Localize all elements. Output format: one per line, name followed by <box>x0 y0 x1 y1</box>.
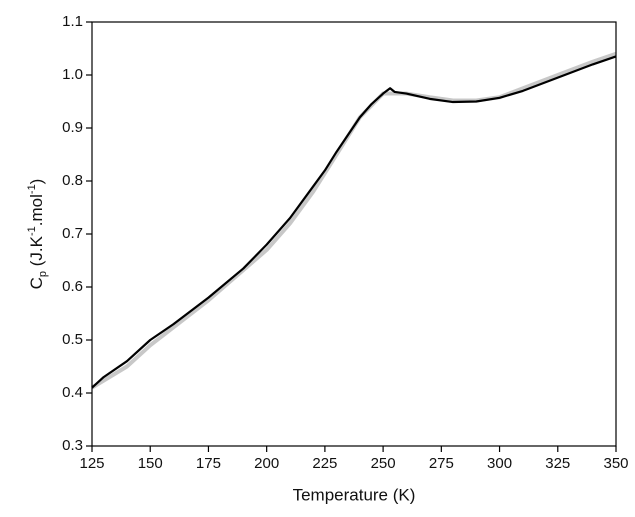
x-axis-label: Temperature (K) <box>293 485 416 504</box>
x-tick-label: 150 <box>138 455 163 472</box>
x-tick-label: 125 <box>79 455 104 472</box>
data-line <box>90 51 617 390</box>
y-axis-label-part: -1 <box>26 184 38 194</box>
x-tick-label: 350 <box>603 455 628 472</box>
x-tick-label: 200 <box>254 455 279 472</box>
y-tick-label: 1.1 <box>62 13 83 30</box>
y-tick-label: 0.6 <box>62 278 83 295</box>
x-tick-label: 275 <box>429 455 454 472</box>
y-axis-label: Cp (J.K-1.mol-1) <box>26 179 49 290</box>
data-line <box>91 55 617 389</box>
x-tick-label: 325 <box>545 455 570 472</box>
y-axis-label-part: ) <box>27 179 46 185</box>
plot-frame <box>91 21 617 447</box>
y-axis-label-part: (J.K <box>27 235 46 271</box>
x-tick-label: 225 <box>312 455 337 472</box>
y-axis-label-part: .mol <box>27 194 46 226</box>
y-tick-label: 0.7 <box>62 225 83 242</box>
x-tick-label: 300 <box>487 455 512 472</box>
y-tick-label: 0.9 <box>62 119 83 136</box>
y-axis-label-part: p <box>37 271 49 277</box>
y-tick-label: 0.4 <box>62 384 83 401</box>
y-tick-label: 0.8 <box>62 172 83 189</box>
y-axis-label-part: C <box>27 277 46 289</box>
y-tick-label: 0.5 <box>62 331 83 348</box>
x-tick-label: 175 <box>196 455 221 472</box>
y-tick-label: 0.3 <box>62 437 83 454</box>
y-axis-label-part: -1 <box>26 226 38 236</box>
x-tick-label: 250 <box>371 455 396 472</box>
y-tick-label: 1.0 <box>62 66 83 83</box>
